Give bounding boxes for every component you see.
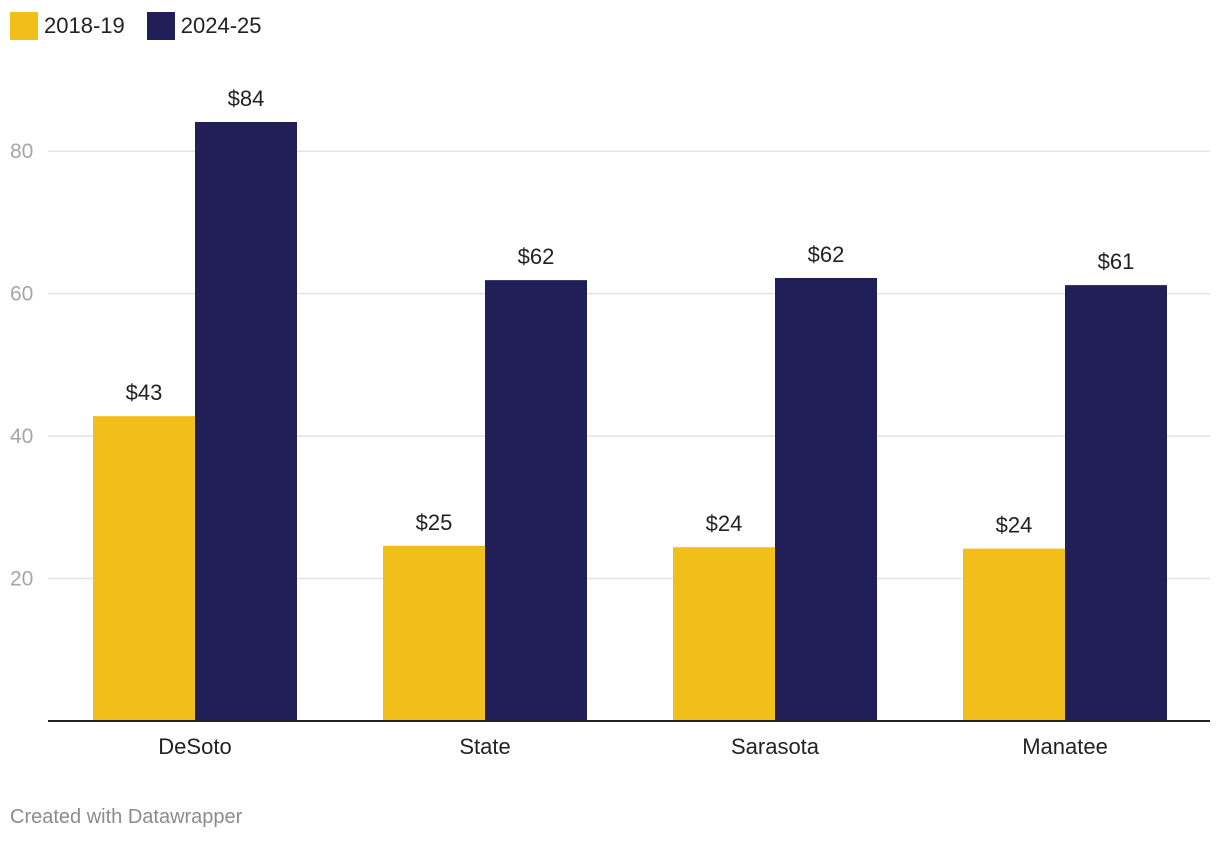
legend-label-2018-19: 2018-19 [44, 13, 125, 38]
bar [673, 547, 775, 721]
bar [195, 122, 297, 721]
x-tick-label: Manatee [1022, 734, 1108, 759]
x-tick-label: Sarasota [731, 734, 820, 759]
bar-value-label: $24 [996, 513, 1033, 538]
legend-label-2024-25: 2024-25 [180, 13, 262, 38]
bar [963, 548, 1065, 721]
footer-credit: Created with Datawrapper [10, 806, 243, 828]
bar-value-label: $62 [518, 244, 555, 269]
bar-value-label: $43 [126, 380, 163, 405]
x-tick-label: State [459, 734, 510, 759]
legend-item-2024-25: 2024-25 [146, 12, 262, 40]
bar-value-label: $61 [1098, 249, 1135, 274]
y-tick-label: 60 [10, 283, 33, 306]
bar [485, 280, 587, 721]
bar-value-label: $84 [228, 86, 265, 111]
bar-chart: 20 40 60 80 $43 $84 DeSoto $25 $62 State $24 $62 Sar… [10, 86, 1210, 759]
bar [93, 416, 195, 721]
y-tick-label: 80 [10, 140, 33, 163]
x-tick-label: DeSoto [158, 734, 231, 759]
bar-value-label: $62 [808, 242, 845, 267]
bar-value-label: $24 [706, 511, 743, 536]
bar [1065, 285, 1167, 721]
bar [383, 545, 485, 721]
bar [775, 277, 877, 721]
bar-value-label: $25 [416, 510, 453, 535]
y-tick-label: 40 [10, 425, 33, 448]
legend-swatch-2018-19 [10, 12, 38, 40]
legend-swatch-2024-25 [146, 12, 175, 40]
legend-item-2018-19: 2018-19 [10, 12, 125, 40]
y-tick-label: 20 [10, 568, 33, 591]
legend: 2018-19 2024-25 [10, 12, 284, 40]
